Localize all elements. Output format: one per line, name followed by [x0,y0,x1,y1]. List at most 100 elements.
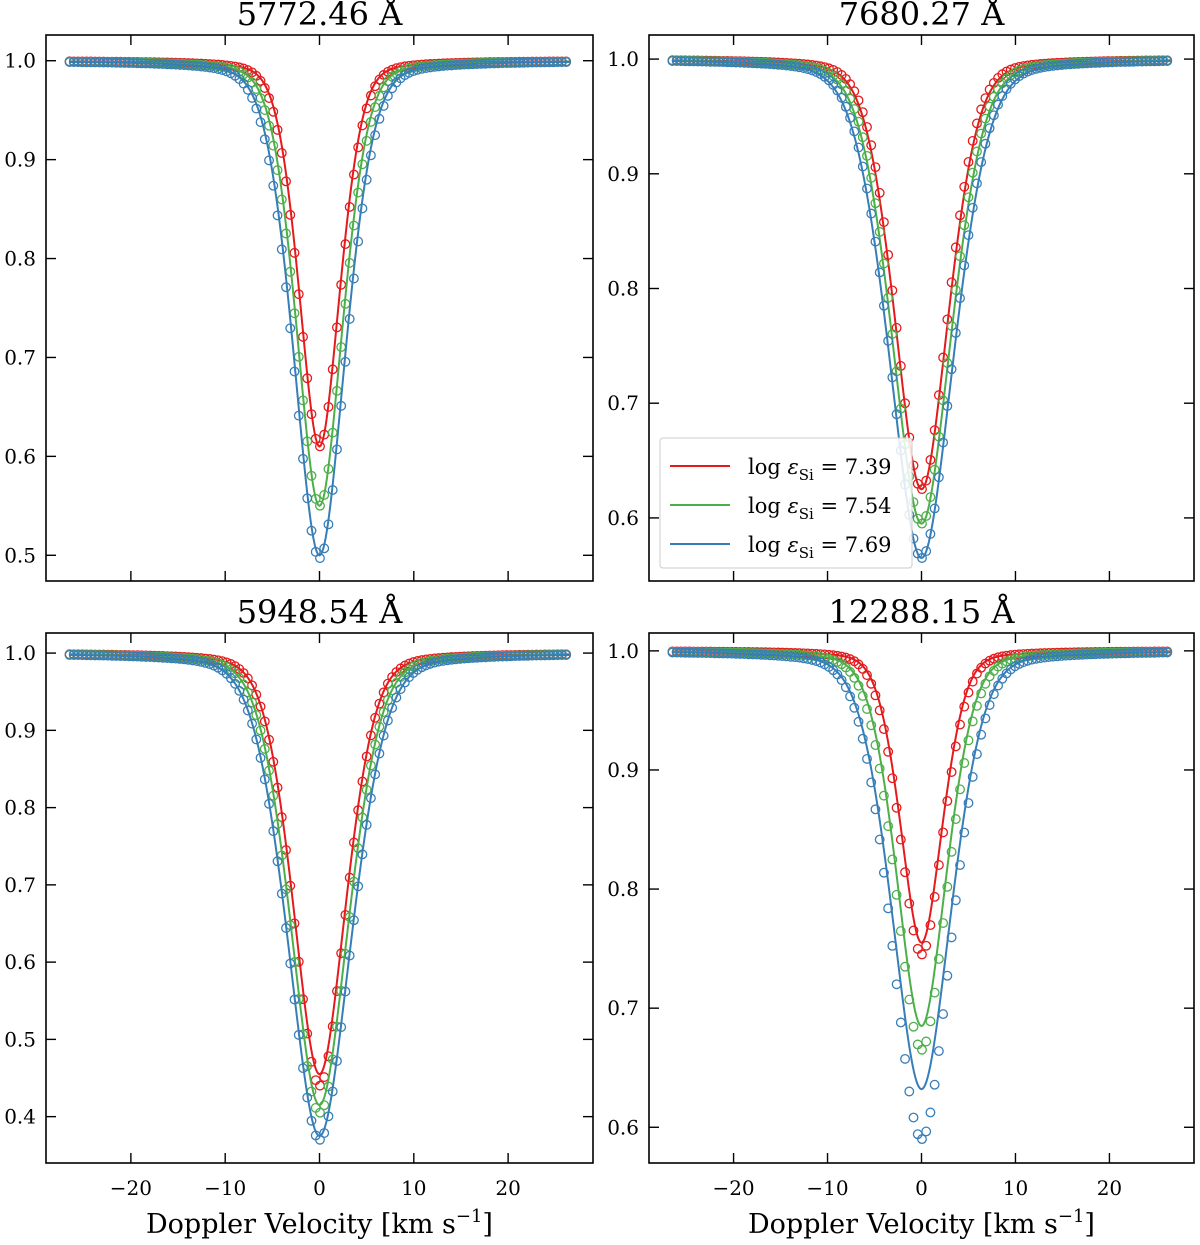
data-point [849,702,860,713]
data-point [878,217,889,228]
data-point [959,758,970,768]
x-tick-label: 10 [1003,1176,1028,1200]
data-point [276,888,287,899]
y-tick-label: 1.0 [4,641,36,665]
data-point [561,57,572,68]
series-line [69,60,570,448]
x-axis-label-end: ] [482,1209,493,1240]
data-point [353,142,364,153]
data-point [921,511,932,521]
data-point [302,493,313,504]
data-point [933,1046,944,1057]
data-point [1001,656,1012,667]
data-point [929,1079,940,1090]
data-point [980,678,991,689]
data-point [255,725,266,736]
panel-title: 12288.15 Å [829,593,1016,631]
data-point [365,150,376,161]
data-point [327,364,338,375]
data-point [891,979,902,990]
data-point [315,441,325,452]
data-point [332,444,342,455]
data-point [887,854,898,865]
data-point [959,827,970,838]
data-point [971,749,982,760]
data-point [344,202,355,212]
data-point [950,328,961,338]
data-point [272,165,283,176]
data-point [959,181,970,192]
data-point [946,364,957,375]
data-point [878,790,889,801]
data-point [963,687,974,698]
data-point [370,712,381,723]
data-point [925,920,936,931]
y-tick-label: 0.7 [4,345,36,369]
y-tick-label: 0.6 [607,506,639,530]
data-point [268,826,279,837]
y-tick-label: 0.7 [607,996,639,1020]
data-point [272,124,283,135]
data-point [802,64,813,75]
data-point [370,130,381,141]
data-point [955,860,965,871]
data-point [374,721,385,732]
series-1 [64,56,572,452]
data-point [217,65,228,76]
data-point [832,85,843,96]
data-point [891,889,902,900]
data-point [878,258,889,269]
data-point [963,735,974,746]
data-point [942,881,953,892]
data-point [912,943,923,954]
series-3 [64,57,572,564]
data-point [259,774,270,785]
data-point [348,169,359,180]
data-point [298,1063,308,1074]
data-point [293,1029,304,1040]
series-2 [64,649,572,1118]
y-tick-label: 0.9 [607,162,639,186]
data-point [950,285,961,295]
data-point [878,724,889,735]
data-point [929,503,940,514]
x-axis-label-sup: −1 [456,1206,483,1227]
data-point [276,148,287,158]
data-point [242,705,253,716]
data-point [946,767,957,777]
data-point [870,690,881,701]
x-tick-label: 20 [1097,1176,1122,1200]
data-point [959,701,970,712]
data-point [963,156,974,167]
data-point [391,692,402,703]
data-point [374,748,385,759]
data-point [959,260,970,271]
data-point [917,1044,927,1055]
data-point [883,746,894,757]
data-point [336,400,347,411]
data-point [874,187,885,198]
data-point [255,752,266,763]
data-point [976,128,987,139]
data-point [315,1107,325,1118]
data-point [836,92,847,103]
data-point [929,464,940,475]
data-point [836,675,847,686]
data-point [963,192,974,203]
data-point [971,178,982,189]
data-point [382,90,393,101]
data-point [370,769,381,780]
data-point [908,1112,919,1123]
panel-4: −20 −10 0 10 20 0.6 0.7 0.8 0.9 1.0 12288.15 Å Dopp… [607,593,1195,1240]
y-tick-label: 0.5 [4,1027,36,1051]
data-point [204,659,215,670]
data-point [234,685,245,696]
series-markers [667,647,1173,1145]
data-point [967,202,978,213]
data-point [238,694,249,705]
data-point [365,793,376,804]
data-point [976,157,987,168]
data-point [921,475,932,486]
data-point [984,700,995,710]
data-point [963,230,974,241]
